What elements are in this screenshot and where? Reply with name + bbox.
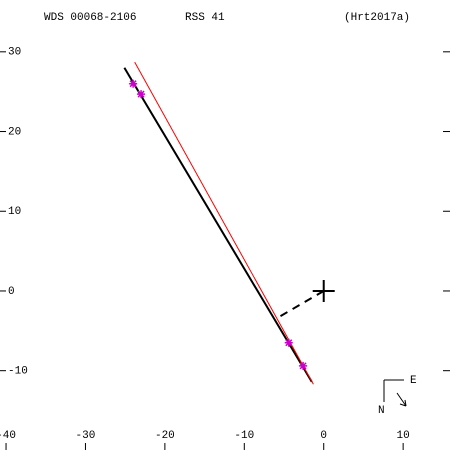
x-tick-label: -30 <box>76 430 96 442</box>
compass-east: E <box>410 375 417 387</box>
y-tick-label: -10 <box>8 366 28 378</box>
node-line <box>277 290 325 319</box>
x-tick-label: 10 <box>397 430 410 442</box>
x-tick-label: 0 <box>320 430 327 442</box>
primary-star <box>312 279 335 302</box>
observation <box>137 90 146 99</box>
chart-title: WDS 00068-2106 <box>44 12 136 24</box>
compass: E N <box>378 375 417 417</box>
y-tick-label: 20 <box>8 126 21 138</box>
chart-subtitle: RSS 41 <box>185 12 225 24</box>
y-tick-label: 10 <box>8 206 21 218</box>
x-tick-label: -40 <box>0 430 16 442</box>
compass-arrow <box>396 392 407 407</box>
x-tick-label: -20 <box>155 430 175 442</box>
compass-arrowhead <box>399 399 407 407</box>
observation <box>284 338 293 347</box>
observation <box>299 361 308 370</box>
y-tick-label: 30 <box>8 47 21 59</box>
y-tick-label: 0 <box>8 286 15 298</box>
orbit-line <box>123 67 313 383</box>
x-tick-label: -10 <box>234 430 254 442</box>
observation <box>129 79 138 88</box>
compass-north: N <box>378 405 385 417</box>
reference: (Hrt2017a) <box>344 12 410 24</box>
orbit-line <box>134 61 314 385</box>
